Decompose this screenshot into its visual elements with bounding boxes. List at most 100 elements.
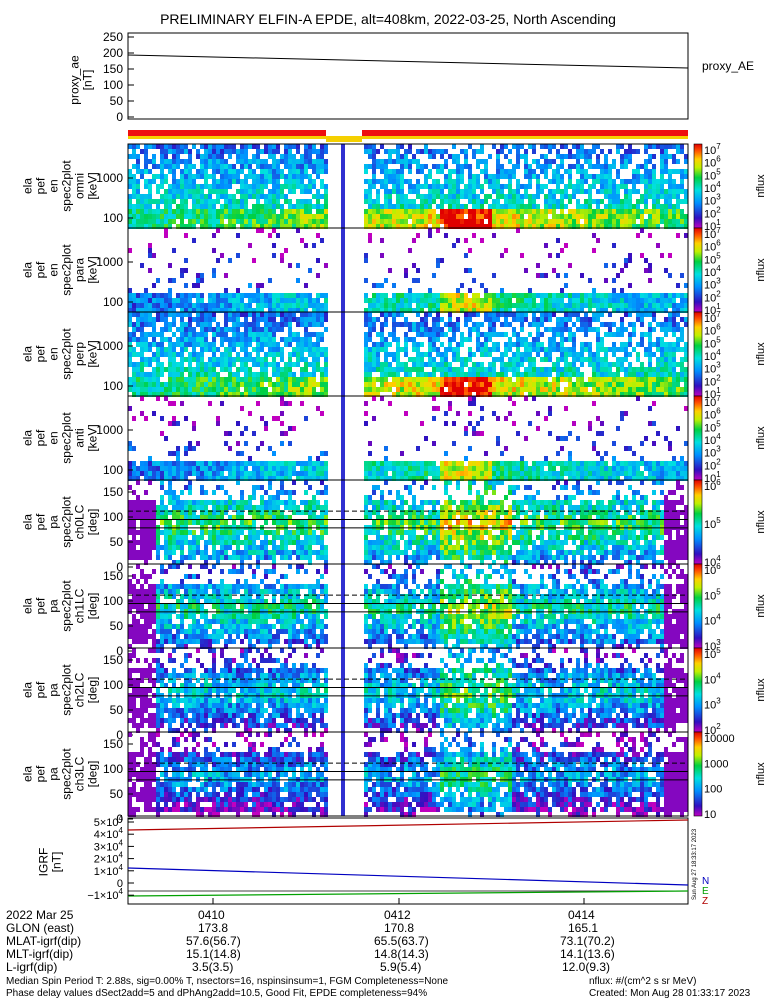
spec-cell bbox=[320, 209, 324, 214]
colorbar-tick-exp: 1 bbox=[716, 386, 721, 395]
spec-cell bbox=[392, 283, 396, 288]
spec-cell bbox=[552, 219, 556, 224]
spec-cell bbox=[628, 303, 632, 308]
spec-cell bbox=[208, 322, 212, 327]
spec-cell bbox=[524, 347, 528, 352]
spec-cell bbox=[584, 392, 588, 397]
spec-cell bbox=[268, 209, 272, 214]
spec-cell bbox=[476, 327, 480, 332]
spec-cell bbox=[440, 199, 444, 204]
spec-cell bbox=[268, 293, 272, 298]
spec-cell bbox=[288, 144, 292, 149]
spec-cell bbox=[288, 179, 292, 184]
spec-cell bbox=[432, 441, 436, 446]
spec-cell bbox=[176, 392, 180, 397]
spec-cell bbox=[232, 224, 236, 229]
spec-cell bbox=[220, 174, 224, 179]
spec-cell bbox=[292, 308, 296, 313]
spec-cell bbox=[304, 372, 308, 377]
spec-cell bbox=[540, 322, 544, 327]
spec-cell bbox=[244, 347, 248, 352]
spec-cell bbox=[492, 322, 496, 327]
spec-cell bbox=[656, 387, 660, 392]
spec-cell bbox=[292, 204, 296, 209]
spec-cell bbox=[252, 298, 256, 303]
spec-cell bbox=[552, 382, 556, 387]
spec-cell bbox=[276, 312, 280, 317]
spec-cell bbox=[416, 332, 420, 337]
spec-cell bbox=[452, 303, 456, 308]
spec-cell bbox=[596, 382, 600, 387]
spec-cell bbox=[620, 367, 624, 372]
spec-cell bbox=[164, 219, 168, 224]
spec-cell bbox=[680, 471, 684, 476]
spec-cell bbox=[464, 322, 468, 327]
spec-cell bbox=[488, 312, 492, 317]
spec-cell bbox=[252, 337, 256, 342]
spec-cell bbox=[508, 382, 512, 387]
spec-cell bbox=[280, 219, 284, 224]
spec-cell bbox=[216, 392, 220, 397]
spec-cell bbox=[436, 308, 440, 313]
spec-cell bbox=[260, 312, 264, 317]
spec-cell bbox=[528, 298, 532, 303]
spec-cell bbox=[600, 466, 604, 471]
spec-cell bbox=[272, 159, 276, 164]
ae-ytick-label: 250 bbox=[103, 30, 123, 44]
spec-cell bbox=[556, 342, 560, 347]
spec-cell bbox=[380, 308, 384, 313]
spec-cell bbox=[604, 224, 608, 229]
spec-cell bbox=[472, 154, 476, 159]
spec-cell bbox=[460, 466, 464, 471]
spec-cell bbox=[180, 219, 184, 224]
spec-cell bbox=[536, 411, 540, 416]
spec-cell bbox=[388, 332, 392, 337]
spec-cell bbox=[272, 357, 276, 362]
spec-cell bbox=[668, 362, 672, 367]
spec-cell bbox=[596, 471, 600, 476]
spec-cell bbox=[396, 322, 400, 327]
spec-cell bbox=[140, 209, 144, 214]
spec-cell bbox=[396, 174, 400, 179]
spec-cell bbox=[624, 224, 628, 229]
spec-cell bbox=[308, 456, 312, 461]
spec-cell bbox=[504, 382, 508, 387]
spec-cell bbox=[420, 214, 424, 219]
spec-cell bbox=[224, 159, 228, 164]
spec-cell bbox=[236, 367, 240, 372]
spec-cell bbox=[276, 164, 280, 169]
spec-cell bbox=[308, 184, 312, 189]
spec-cell bbox=[608, 362, 612, 367]
spec-cell bbox=[152, 471, 156, 476]
spec-cell bbox=[220, 219, 224, 224]
spec-cell bbox=[404, 352, 408, 357]
spec-cell bbox=[216, 184, 220, 189]
spec-cell bbox=[216, 357, 220, 362]
spec-cell bbox=[496, 209, 500, 214]
spec-cell bbox=[584, 204, 588, 209]
spec-cell bbox=[428, 194, 432, 199]
spec-cell bbox=[644, 204, 648, 209]
spec-cell bbox=[580, 293, 584, 298]
spec-cell bbox=[260, 471, 264, 476]
spec-cell bbox=[200, 204, 204, 209]
spec-cell bbox=[464, 303, 468, 308]
spec-cell bbox=[628, 199, 632, 204]
spec-cell bbox=[132, 189, 136, 194]
spec-cell bbox=[132, 372, 136, 377]
spec-cell bbox=[612, 456, 616, 461]
spec-cell bbox=[488, 332, 492, 337]
spec-cell bbox=[428, 199, 432, 204]
spec-cell bbox=[424, 352, 428, 357]
spec-cell bbox=[576, 372, 580, 377]
spec-cell bbox=[248, 293, 252, 298]
spec-cell bbox=[380, 312, 384, 317]
spec-cell bbox=[544, 347, 548, 352]
spec-cell bbox=[532, 293, 536, 298]
spec-cell bbox=[476, 387, 480, 392]
spec-cell bbox=[372, 159, 376, 164]
spec-cell bbox=[672, 144, 676, 149]
spec-cell bbox=[308, 209, 312, 214]
spec-cell bbox=[604, 263, 608, 268]
spec-cell bbox=[528, 199, 532, 204]
